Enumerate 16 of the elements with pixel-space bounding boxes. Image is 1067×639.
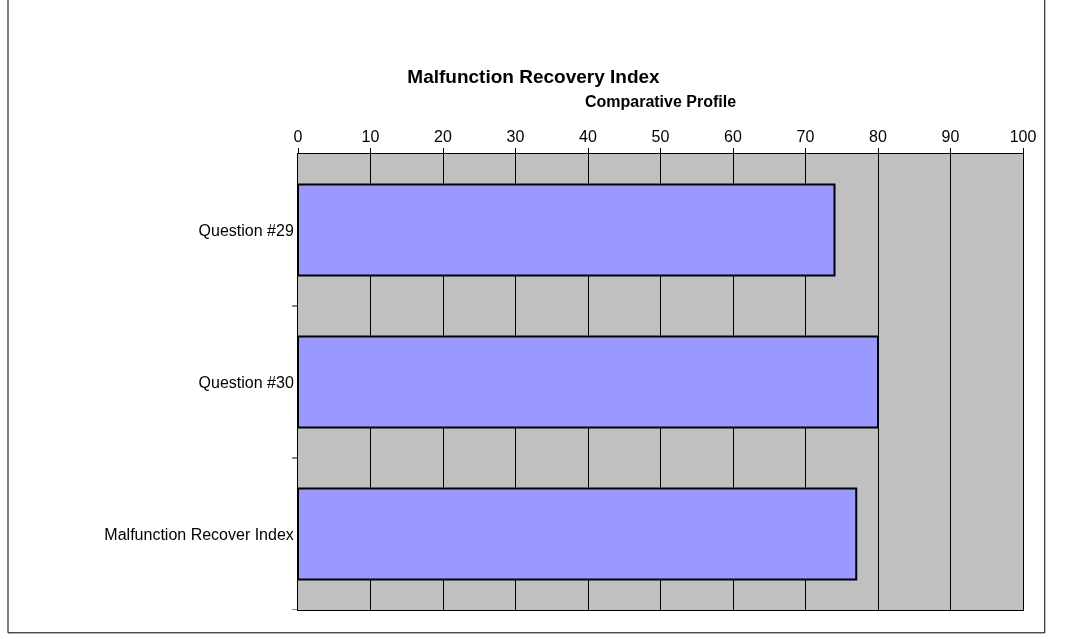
x-tick-label: 80 (869, 127, 887, 145)
x-tick-label: 90 (941, 127, 960, 145)
x-tick-label: 20 (434, 127, 452, 145)
y-tick-label: Question #30 (198, 373, 294, 391)
chart-title: Malfunction Recovery Index (407, 66, 661, 88)
x-tick-label: 60 (724, 127, 742, 145)
x-tick-label: 100 (1009, 127, 1037, 145)
x-axis-title: Comparative Profile (584, 93, 737, 111)
x-tick-label: 50 (651, 127, 670, 145)
y-tick-label: Malfunction Recover Index (104, 525, 294, 543)
x-tick-label: 30 (506, 127, 525, 145)
x-tick-label: 0 (293, 127, 303, 145)
y-tick-label: Question #29 (198, 221, 294, 239)
x-tick-label: 70 (796, 127, 815, 145)
x-tick-label: 40 (579, 127, 597, 145)
x-tick-label: 10 (361, 127, 380, 145)
